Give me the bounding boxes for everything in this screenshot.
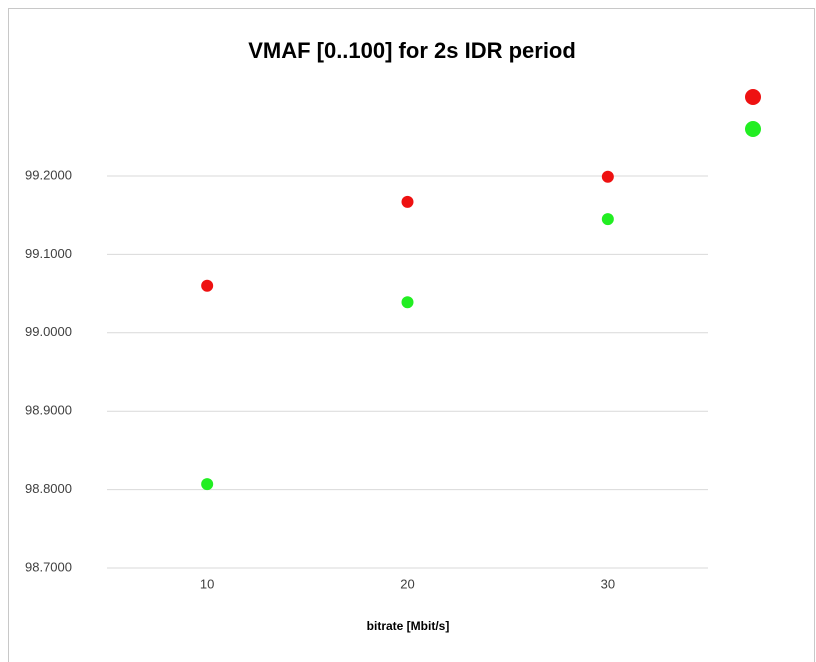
data-point <box>601 170 614 183</box>
y-tick-label: 98.7000 <box>25 559 72 574</box>
x-tick-label: 30 <box>601 576 615 591</box>
x-axis-label: bitrate [Mbit/s] <box>367 619 450 633</box>
chart-title: VMAF [0..100] for 2s IDR period <box>248 38 576 63</box>
data-point <box>201 279 214 292</box>
data-point <box>401 296 414 309</box>
legend-marker <box>745 89 761 105</box>
legend-marker <box>745 121 761 137</box>
chart-frame <box>8 8 815 662</box>
y-tick-label: 98.8000 <box>25 481 72 496</box>
data-point <box>201 478 214 491</box>
data-point <box>401 195 414 208</box>
data-point <box>601 213 614 226</box>
y-tick-label: 99.0000 <box>25 324 72 339</box>
y-tick-label: 99.1000 <box>25 246 72 261</box>
y-tick-label: 99.2000 <box>25 167 72 182</box>
x-tick-label: 10 <box>200 576 214 591</box>
x-tick-label: 20 <box>400 576 414 591</box>
y-tick-label: 98.9000 <box>25 403 72 418</box>
